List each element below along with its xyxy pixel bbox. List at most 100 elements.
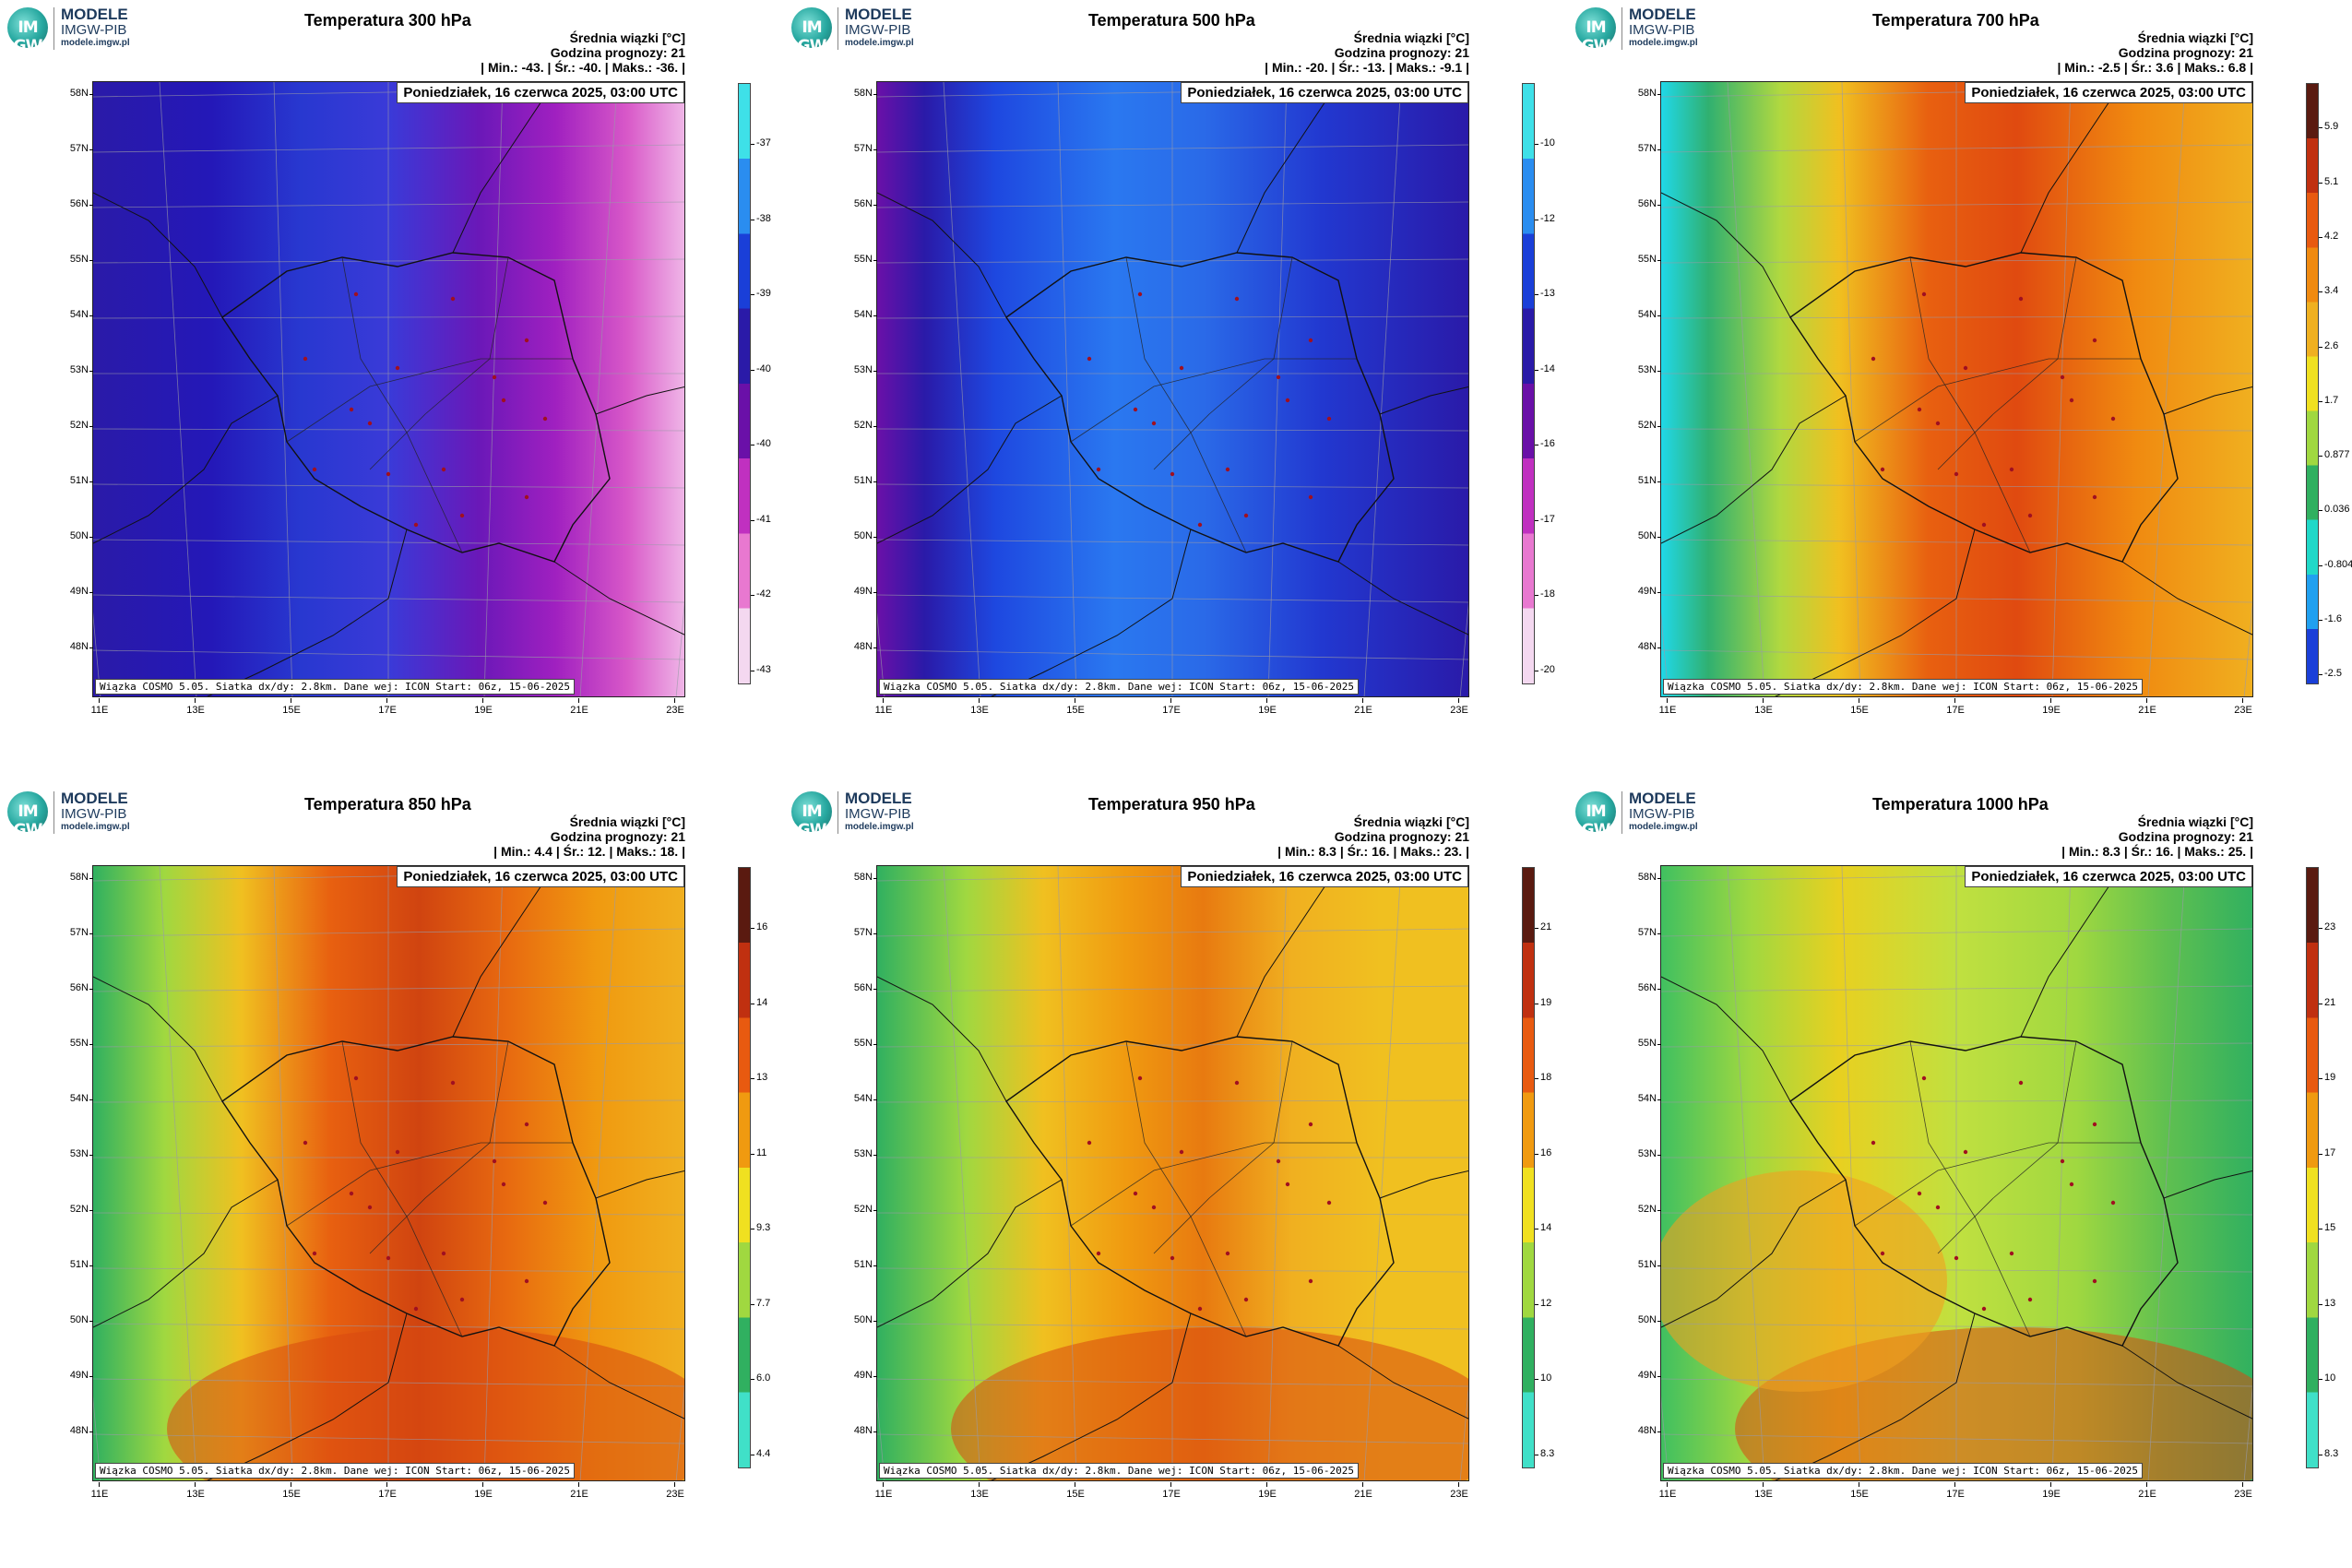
latitude-line (1661, 1042, 2252, 1048)
longitude-label: 19E (465, 1482, 502, 1500)
border-line (2121, 1345, 2252, 1420)
longitude-label: 13E (1745, 1482, 1782, 1500)
latitude-label: 50N (57, 530, 93, 541)
border-line (877, 1179, 1063, 1328)
latitude-line (93, 594, 684, 603)
longitude-label: 21E (2129, 1482, 2166, 1500)
city-marker (312, 467, 317, 472)
region-border (286, 358, 573, 443)
longitude-label: 19E (2033, 1482, 2070, 1500)
region-border (369, 1040, 509, 1254)
legend-title: Średnia wiązki [°C] (569, 814, 685, 829)
map-canvas (93, 82, 684, 696)
colorbar-tick-label: 21 (2318, 996, 2336, 1008)
city-marker (524, 1122, 529, 1127)
longitude-label: 13E (177, 1482, 214, 1500)
region-border (1854, 1142, 2141, 1227)
colorbar-labels: 23 21 19 17 15 13 10 8.3 (2318, 867, 2352, 1468)
forecast-hour: Godzina prognozy: 21 (2118, 829, 2253, 844)
longitude-label: 17E (1153, 698, 1190, 716)
region-border (1909, 256, 2031, 553)
longitude-line (2147, 82, 2186, 696)
colorbar-labels: 5.9 5.1 4.2 3.4 2.6 1.7 0.877 0.036 -0.804 -1.6 -2… (2318, 83, 2352, 684)
city-marker (1197, 1306, 1203, 1312)
latitude-label: 55N (1625, 1038, 1661, 1049)
logo-divider (1621, 791, 1622, 834)
longitude-label: 23E (2225, 1482, 2262, 1500)
border-line (595, 386, 684, 415)
city-marker (1917, 1191, 1922, 1196)
temperature-map: Poniedziałek, 16 czerwca 2025, 03:00 UTC… (92, 81, 685, 697)
temperature-field (93, 82, 684, 696)
latitude-line (93, 1267, 684, 1273)
longitude-label: 19E (2033, 698, 2070, 716)
latitude-line (877, 928, 1468, 937)
longitude-label: 19E (465, 698, 502, 716)
temperature-field (877, 82, 1468, 696)
warm-region (167, 1327, 684, 1480)
latitude-line (877, 1212, 1468, 1216)
coastline (93, 192, 223, 318)
latitude-label: 58N (841, 88, 877, 99)
latitude-label: 56N (841, 198, 877, 209)
city-marker (2009, 467, 2014, 472)
colorbar-tick-label: -38 (751, 212, 771, 224)
latitude-label: 55N (57, 1038, 93, 1049)
colorbar-tick-label: 6.0 (750, 1372, 771, 1384)
latitude-line (93, 649, 684, 660)
city-marker (1087, 1140, 1092, 1146)
forecast-panel: IM GW MODELE IMGW-PIB modele.imgw.pl Tempera… (784, 0, 1568, 784)
latitude-line (877, 315, 1468, 319)
latitude-label: 53N (1625, 1148, 1661, 1159)
latitude-line (877, 144, 1468, 153)
map-canvas (93, 866, 684, 1480)
colorbar-tick-label: -42 (751, 588, 771, 600)
city-marker (1935, 421, 1941, 426)
colorbar-tick-label: -14 (1535, 362, 1555, 374)
city-marker (353, 291, 359, 297)
city-marker (492, 374, 497, 380)
longitude-line (273, 866, 293, 1480)
city-marker (441, 467, 446, 472)
longitude-label: 15E (1841, 698, 1878, 716)
longitude-line (943, 866, 981, 1480)
region-border (1070, 1142, 1357, 1227)
city-marker (1179, 365, 1184, 371)
longitude-label: 21E (2129, 698, 2166, 716)
city-marker (542, 416, 548, 422)
latitude-line (877, 201, 1468, 208)
longitude-label: 23E (2225, 698, 2262, 716)
city-marker (367, 421, 373, 426)
latitude-line (93, 985, 684, 992)
city-marker (1981, 1306, 1987, 1312)
map-canvas (877, 82, 1468, 696)
latitude-line (877, 1042, 1468, 1048)
stats-line: | Min.: 8.3 | Śr.: 16. | Maks.: 25. | (2061, 844, 2253, 859)
longitude-label: 21E (561, 698, 598, 716)
legend-title: Średnia wiązki [°C] (1353, 814, 1469, 829)
latitude-line (877, 1378, 1468, 1387)
legend-title: Średnia wiązki [°C] (2137, 814, 2253, 829)
longitude-label: 13E (177, 698, 214, 716)
colorbar-tick-label: -40 (751, 438, 771, 450)
border-line (1379, 1170, 1468, 1199)
longitude-label: 15E (1841, 1482, 1878, 1500)
city-marker (1234, 1080, 1240, 1086)
colorbar-tick-label: 4.2 (2318, 230, 2339, 242)
imgw-logo-icon: IM GW (7, 7, 48, 55)
latitude-label: 51N (57, 1259, 93, 1270)
colorbar-tick-label: -16 (1535, 438, 1555, 450)
latitude-label: 50N (1625, 1314, 1661, 1325)
brand-url: modele.imgw.pl (845, 822, 914, 832)
city-marker (395, 1149, 400, 1155)
latitude-line (877, 483, 1468, 489)
border-line (1661, 1179, 1847, 1328)
border-line (1337, 1345, 1468, 1420)
latitude-line (877, 1433, 1468, 1444)
city-marker (2018, 296, 2024, 302)
border-line (2020, 82, 2123, 254)
latitude-label: 52N (1625, 1204, 1661, 1215)
latitude-line (877, 985, 1468, 992)
city-marker (1225, 1251, 1230, 1256)
model-info: Wiązka COSMO 5.05. Siatka dx/dy: 2.8km. … (1663, 1463, 2143, 1479)
